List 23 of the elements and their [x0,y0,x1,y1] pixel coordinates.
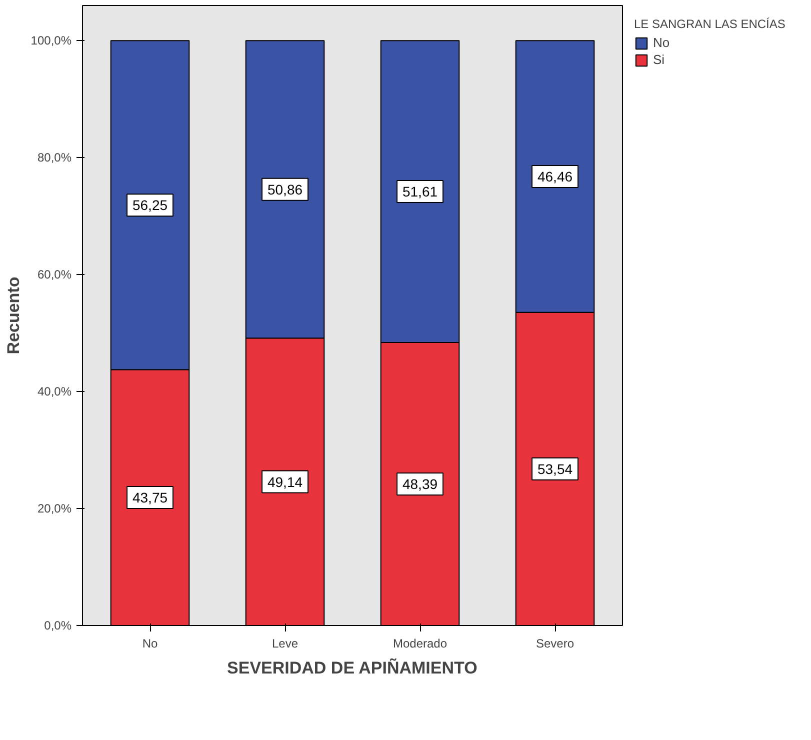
y-tick-label: 60,0% [37,268,72,282]
y-tick-label: 0,0% [44,618,72,632]
data-label: 49,14 [267,474,303,490]
x-tick-label: No [142,636,158,650]
x-tick-label: Leve [272,636,298,650]
legend-label: Si [653,52,666,67]
data-label: 48,39 [402,476,438,492]
x-axis-title: SEVERIDAD DE APIÑAMIENTO [227,658,478,678]
y-tick-label: 40,0% [37,384,72,399]
data-label: 46,46 [537,168,573,184]
data-label: 43,75 [132,490,168,506]
data-label: 51,61 [402,184,438,200]
legend-label: No [653,35,671,50]
data-label: 50,86 [267,181,303,198]
data-label: 53,54 [537,460,573,477]
y-tick-label: 80,0% [37,150,72,165]
y-tick-label: 20,0% [37,502,72,516]
y-axis-title: Recuento [4,276,23,354]
y-tick-label: 100,0% [30,34,72,48]
x-tick-label: Moderado [392,636,448,650]
data-label: 56,25 [132,197,168,214]
x-tick-label: Severo [536,636,574,650]
legend-title: LE SANGRAN LAS ENCÍAS [634,17,786,31]
